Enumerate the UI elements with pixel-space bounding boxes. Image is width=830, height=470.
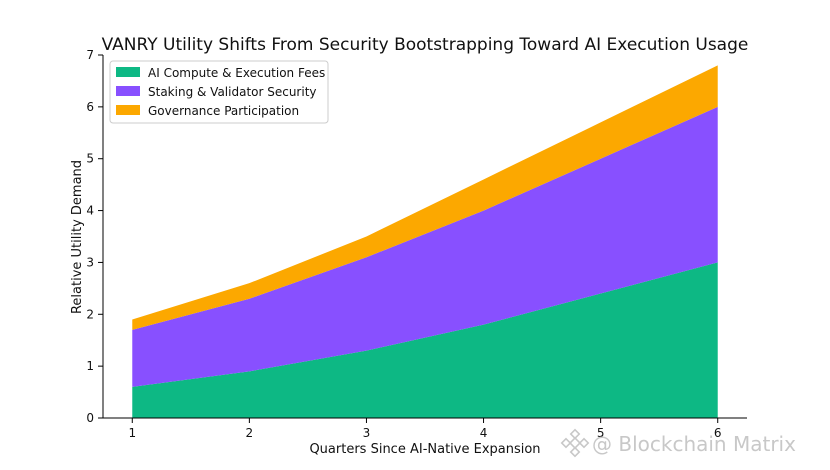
legend-label-staking: Staking & Validator Security [148, 85, 317, 99]
legend-frame [109, 60, 329, 124]
x-ticks: 1 2 3 4 5 6 [128, 418, 722, 440]
y-tick-label: 1 [86, 359, 94, 373]
chart-title: VANRY Utility Shifts From Security Boots… [102, 35, 749, 55]
y-tick-label: 6 [86, 100, 94, 114]
x-axis-label: Quarters Since AI-Native Expansion [309, 442, 540, 457]
x-tick-label: 4 [480, 426, 488, 440]
x-tick-label: 3 [363, 426, 371, 440]
area-series-staking-validator-security [132, 106, 718, 387]
x-tick-label: 2 [246, 426, 254, 440]
y-tick-label: 2 [86, 307, 94, 321]
legend-swatch-staking [116, 86, 140, 96]
y-axis-label: Relative Utility Demand [70, 160, 85, 314]
binance-logo-icon [560, 428, 590, 458]
y-tick-label: 7 [86, 48, 94, 62]
x-tick-label: 1 [128, 426, 136, 440]
legend-swatch-governance [116, 105, 140, 115]
y-ticks: 0 1 2 3 4 5 6 7 [86, 48, 103, 425]
area-series-ai-compute-execution-fees [132, 262, 718, 418]
axes [102, 55, 747, 419]
legend-label-ai-compute: AI Compute & Execution Fees [148, 66, 325, 80]
watermark-text: @ Blockchain Matrix [592, 432, 796, 456]
plot-area [132, 65, 718, 418]
y-tick-label: 0 [86, 411, 94, 425]
y-tick-label: 4 [86, 204, 94, 218]
legend-swatch-ai-compute [116, 67, 140, 77]
legend: AI Compute & Execution Fees Staking & Va… [109, 60, 329, 124]
y-tick-label: 5 [86, 152, 94, 166]
area-series-governance-participation [132, 65, 718, 330]
watermark: @ Blockchain Matrix [560, 428, 796, 458]
legend-label-governance: Governance Participation [148, 104, 299, 118]
x-tick-label: 5 [597, 426, 605, 440]
x-tick-label: 6 [714, 426, 722, 440]
y-tick-label: 3 [86, 255, 94, 269]
